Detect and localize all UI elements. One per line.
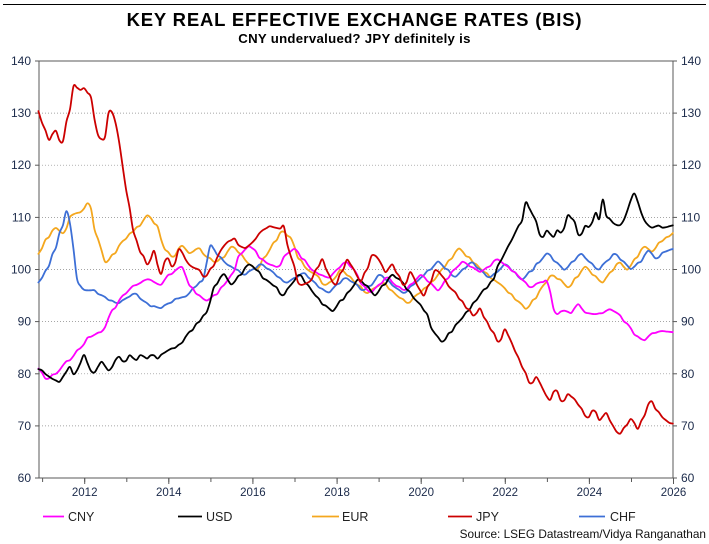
svg-text:130: 130	[11, 106, 31, 120]
svg-text:100: 100	[681, 263, 701, 277]
svg-text:80: 80	[681, 367, 695, 381]
svg-text:140: 140	[681, 54, 701, 68]
svg-text:60: 60	[18, 471, 32, 485]
svg-text:120: 120	[681, 158, 701, 172]
svg-text:70: 70	[681, 419, 695, 433]
svg-text:2022: 2022	[493, 487, 519, 499]
svg-text:80: 80	[18, 367, 32, 381]
svg-text:2026: 2026	[661, 487, 687, 499]
svg-text:2012: 2012	[72, 487, 98, 499]
svg-text:100: 100	[11, 263, 31, 277]
svg-text:60: 60	[681, 471, 695, 485]
svg-text:130: 130	[681, 106, 701, 120]
svg-text:70: 70	[18, 419, 32, 433]
svg-text:120: 120	[11, 158, 31, 172]
svg-text:110: 110	[681, 210, 700, 224]
svg-text:2018: 2018	[324, 487, 350, 499]
svg-text:110: 110	[12, 210, 31, 224]
svg-text:90: 90	[18, 315, 32, 329]
svg-text:140: 140	[11, 54, 31, 68]
svg-text:2024: 2024	[577, 487, 603, 499]
svg-text:90: 90	[681, 315, 695, 329]
svg-text:2020: 2020	[408, 487, 434, 499]
svg-text:2016: 2016	[240, 487, 266, 499]
svg-text:2014: 2014	[156, 487, 182, 499]
